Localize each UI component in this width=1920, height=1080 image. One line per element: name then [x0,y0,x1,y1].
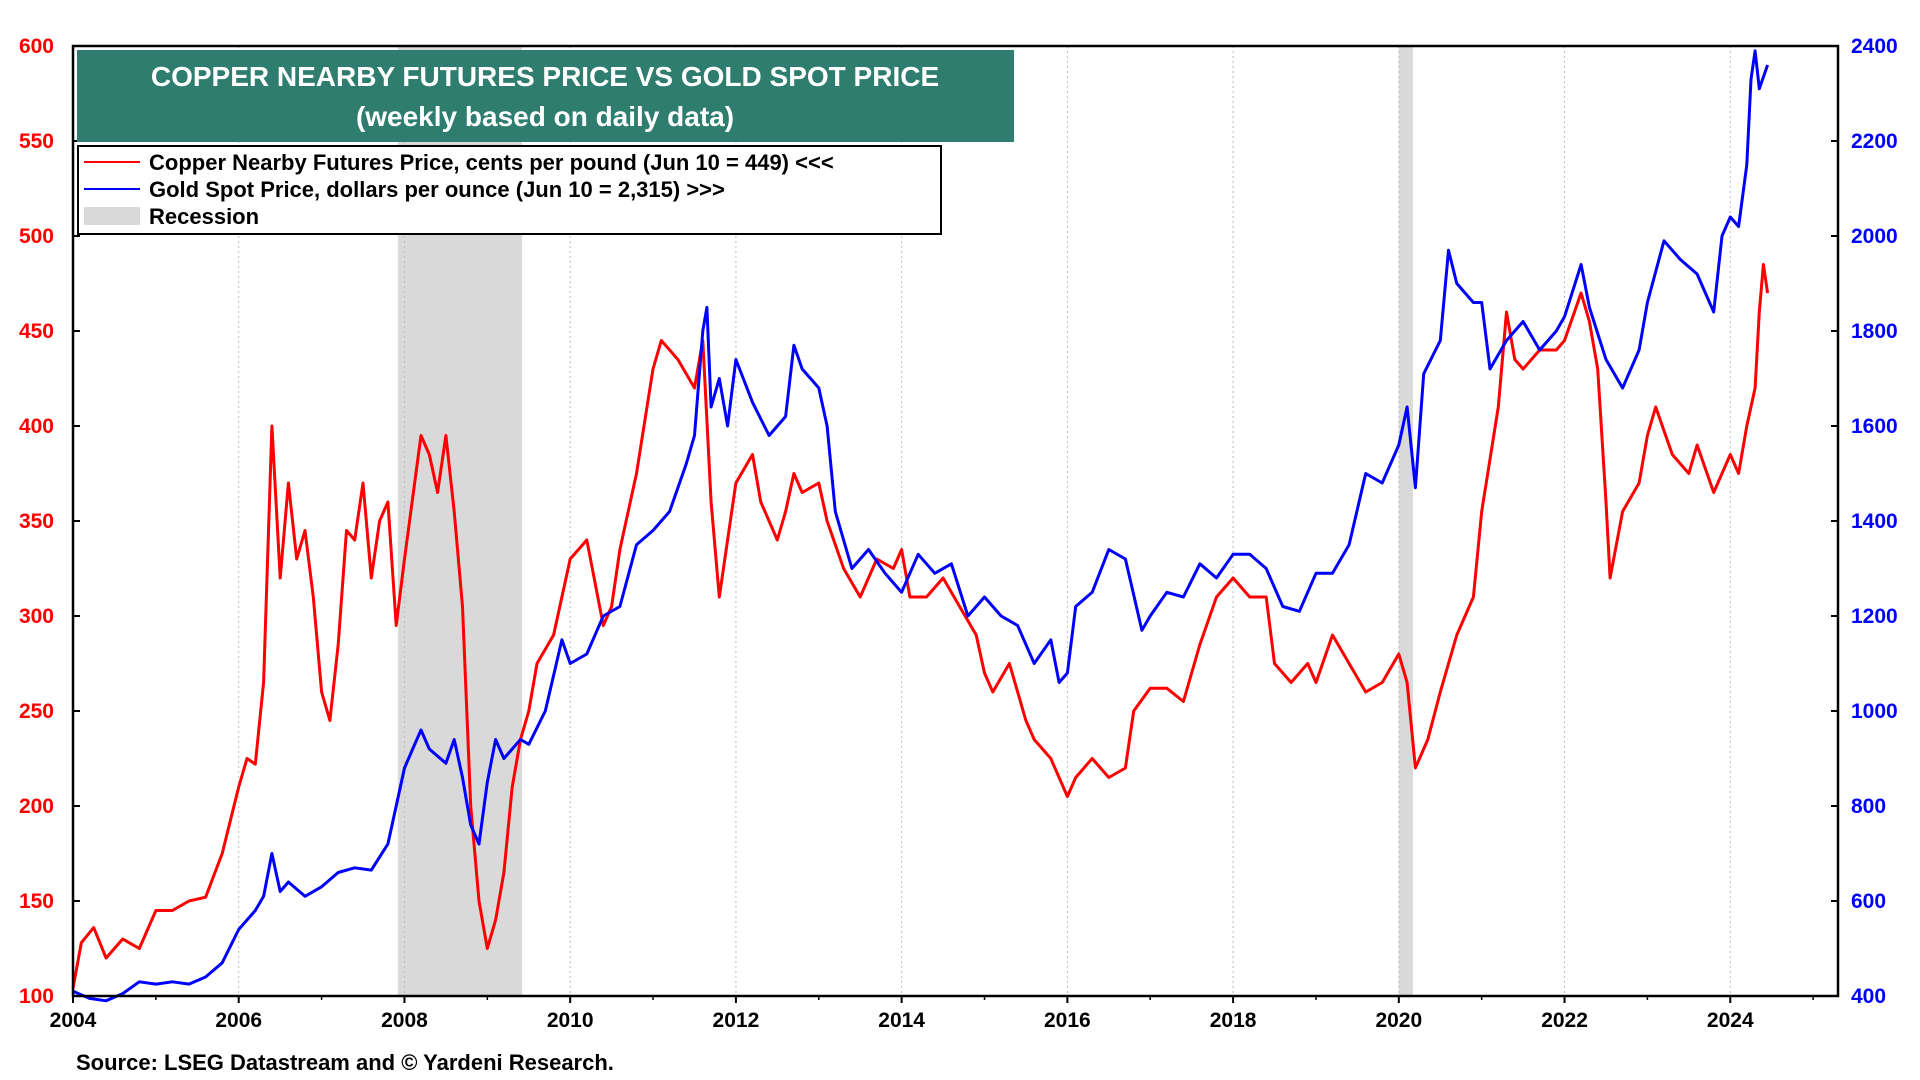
left-tick-label-550: 550 [19,130,54,153]
left-tick-label-500: 500 [19,225,54,248]
gold-price-line [72,49,1770,1003]
legend-box [77,145,942,235]
x-tick-label-2008: 2008 [381,1009,428,1032]
right-tick-label-600: 600 [1851,890,1886,913]
legend-label-copper: Copper Nearby Futures Price, cents per p… [149,150,834,175]
right-tick-label-1800: 1800 [1851,320,1898,343]
left-tick-label-400: 400 [19,415,54,438]
gridlines [238,46,1731,996]
x-tick-label-2016: 2016 [1044,1009,1091,1032]
chart-subtitle: (weekly based on daily data) [356,101,734,132]
right-tick-label-2200: 2200 [1851,130,1898,153]
x-axis-ticks: 2004 2006 2008 2010 2012 2014 2016 2018 2020 2022… [50,996,1814,1032]
legend-label-gold: Gold Spot Price, dollars per ounce (Jun … [149,177,725,202]
x-tick-label-2004: 2004 [50,1009,97,1032]
x-tick-label-2010: 2010 [547,1009,594,1032]
right-tick-label-1400: 1400 [1851,510,1898,533]
right-tick-label-1600: 1600 [1851,415,1898,438]
left-tick-label-350: 350 [19,510,54,533]
title-box [77,50,1014,142]
legend-label-recession: Recession [149,204,259,229]
left-tick-label-300: 300 [19,605,54,628]
right-tick-label-2400: 2400 [1851,35,1898,58]
recession-band-1 [1398,46,1413,996]
x-tick-label-2022: 2022 [1541,1009,1588,1032]
source-note: Source: LSEG Datastream and © Yardeni Re… [76,1050,614,1075]
x-tick-label-2006: 2006 [215,1009,262,1032]
right-tick-label-2000: 2000 [1851,225,1898,248]
left-tick-label-150: 150 [19,890,54,913]
legend-swatch-recession [84,207,140,225]
left-tick-label-100: 100 [19,985,54,1008]
x-tick-label-2024: 2024 [1707,1009,1754,1032]
left-tick-label-450: 450 [19,320,54,343]
x-tick-label-2020: 2020 [1375,1009,1422,1032]
left-axis-ticks: 100 150 200 250 300 350 400 450 500 550 600 [19,35,80,1008]
series-lines [71,49,1770,1003]
right-tick-label-400: 400 [1851,985,1886,1008]
copper-price-line [71,263,1770,989]
x-tick-label-2014: 2014 [878,1009,925,1032]
left-tick-label-250: 250 [19,700,54,723]
x-tick-label-2018: 2018 [1210,1009,1257,1032]
chart-title: COPPER NEARBY FUTURES PRICE VS GOLD SPOT… [151,61,939,92]
right-tick-label-1200: 1200 [1851,605,1898,628]
x-tick-label-2012: 2012 [713,1009,760,1032]
right-tick-label-1000: 1000 [1851,700,1898,723]
right-axis-ticks: 400 600 800 1000 1200 1400 1600 1800 2000 2200 240… [1831,35,1898,1008]
left-tick-label-200: 200 [19,795,54,818]
right-tick-label-800: 800 [1851,795,1886,818]
left-tick-label-600: 600 [19,35,54,58]
